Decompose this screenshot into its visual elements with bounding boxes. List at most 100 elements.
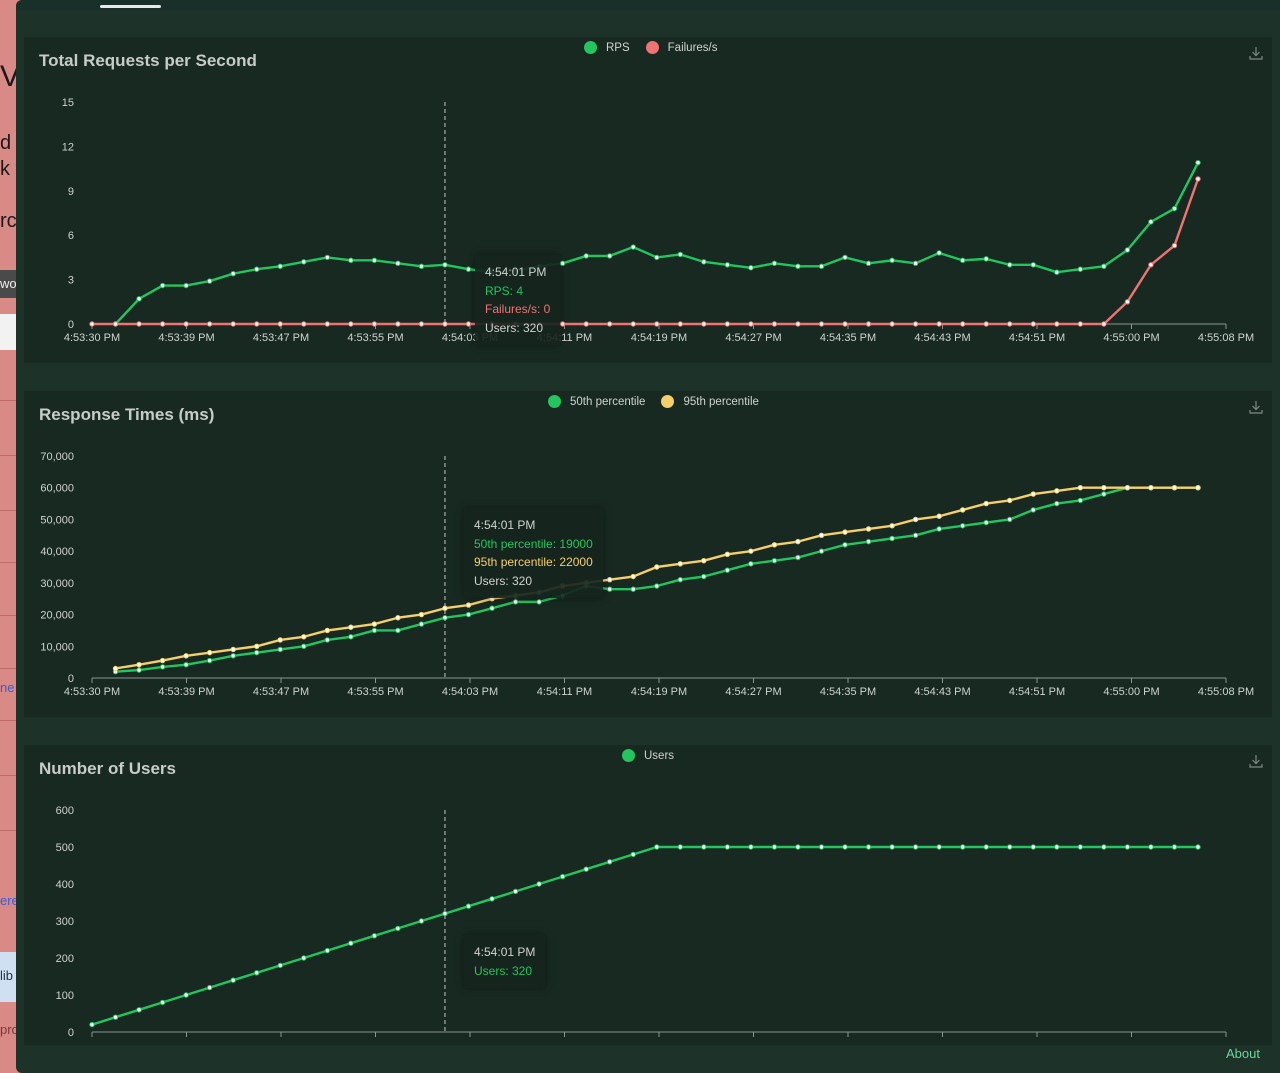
- x-tick-label: 4:54:19 PM: [631, 686, 687, 698]
- data-point: [630, 851, 636, 858]
- data-point: [159, 282, 166, 289]
- download-icon[interactable]: [1248, 45, 1264, 61]
- y-tick-label: 400: [56, 879, 74, 891]
- active-tab-indicator: [100, 5, 161, 8]
- rps-chart[interactable]: 0 3 6 9 12 15 4:53:30 PM 4:53:39 PM 4:53:47 PM 4:…: [24, 37, 1272, 363]
- divider: [0, 400, 16, 401]
- tooltip-line: 95th percentile: 22000: [474, 555, 593, 569]
- data-point: [489, 605, 495, 611]
- y-tick-label: 40,000: [40, 546, 74, 558]
- data-point: [1077, 321, 1084, 327]
- data-point: [959, 321, 966, 327]
- data-point: [607, 859, 613, 865]
- data-point: [1148, 485, 1154, 491]
- data-point: [136, 667, 142, 673]
- legend-item-p50[interactable]: 50th percentile: [548, 395, 645, 408]
- data-point: [795, 844, 801, 850]
- data-point: [1124, 247, 1131, 253]
- tab-bar: [16, 0, 1280, 10]
- response-times-chart[interactable]: 0 10,000 20,000 30,000 40,000 50,000 60,000 70,…: [24, 391, 1272, 717]
- background-text: d c: [0, 132, 16, 154]
- data-point: [607, 253, 613, 259]
- data-point: [607, 321, 613, 327]
- data-point: [1171, 844, 1178, 850]
- x-tick-label: 4:54:43 PM: [914, 332, 970, 344]
- data-point: [324, 627, 331, 634]
- divider: [0, 510, 16, 511]
- download-icon[interactable]: [1248, 399, 1264, 415]
- chart-tooltip: 4:54:01 PM Users: 320: [464, 935, 546, 988]
- legend-item-rps[interactable]: RPS: [584, 41, 630, 54]
- download-icon[interactable]: [1248, 753, 1264, 769]
- x-tick-label: 4:53:30 PM: [64, 332, 120, 344]
- data-point: [301, 634, 307, 640]
- data-point: [1077, 266, 1084, 272]
- data-point: [183, 321, 189, 327]
- data-point: [1030, 321, 1036, 327]
- data-point: [536, 881, 542, 887]
- x-tick-label: 4:54:27 PM: [725, 332, 781, 344]
- chart-title: Response Times (ms): [39, 405, 215, 424]
- legend-label: Users: [644, 749, 675, 762]
- data-point: [1171, 485, 1178, 491]
- data-point: [230, 321, 236, 327]
- y-tick-label: 200: [56, 953, 74, 965]
- x-tick-label: 4:54:35 PM: [820, 332, 876, 344]
- data-point: [1030, 262, 1036, 268]
- background-select: wo: [0, 270, 16, 298]
- data-point: [254, 321, 260, 327]
- x-tick-label: 4:53:47 PM: [253, 332, 309, 344]
- about-link[interactable]: About: [1226, 1046, 1260, 1061]
- data-point: [442, 615, 448, 621]
- data-point: [748, 265, 754, 271]
- x-tick-label: 4:54:19 PM: [631, 332, 687, 344]
- legend-item-p95[interactable]: 95th percentile: [661, 395, 759, 408]
- data-point: [701, 259, 707, 265]
- chart-tooltip: 4:54:01 PM RPS: 4 Failures/s: 0 Users: 3…: [475, 255, 561, 345]
- data-point: [183, 661, 189, 668]
- data-point: [371, 627, 378, 634]
- data-point: [1101, 485, 1107, 491]
- data-point: [842, 542, 848, 548]
- legend-item-failures[interactable]: Failures/s: [645, 41, 718, 54]
- users-chart[interactable]: 0 100 200 300 400 500 600: [24, 745, 1272, 1045]
- legend-dot: [548, 395, 561, 408]
- data-point: [112, 1014, 119, 1020]
- data-point: [583, 253, 589, 259]
- data-point: [677, 321, 683, 327]
- data-point: [795, 263, 801, 269]
- data-point: [677, 844, 683, 850]
- chart-tooltip: 4:54:01 PM 50th percentile: 19000 95th p…: [464, 508, 603, 598]
- data-point: [230, 270, 236, 277]
- data-point: [1030, 507, 1036, 513]
- background-page-strip: Vi d c k t rc wo ne ere lib pro: [0, 0, 16, 1073]
- data-point: [230, 653, 236, 659]
- y-tick-label: 0: [68, 319, 74, 331]
- data-point: [1007, 516, 1013, 523]
- data-point: [1007, 497, 1013, 504]
- data-point: [324, 637, 331, 643]
- data-point: [1195, 176, 1201, 182]
- data-point: [512, 888, 519, 895]
- data-point: [89, 321, 95, 327]
- data-point: [159, 664, 166, 670]
- x-tick-label: 4:54:35 PM: [820, 686, 876, 698]
- data-point: [465, 611, 472, 618]
- data-point: [395, 260, 401, 267]
- data-point: [254, 643, 260, 649]
- y-tick-label: 15: [62, 97, 74, 109]
- data-point: [1101, 263, 1107, 269]
- x-tick-label: 4:54:03 PM: [442, 686, 498, 698]
- y-tick-label: 60,000: [40, 483, 74, 495]
- data-point: [748, 548, 754, 554]
- data-point: [583, 321, 589, 327]
- data-point: [348, 634, 354, 640]
- data-point: [1195, 485, 1201, 491]
- data-point: [348, 624, 354, 630]
- data-point: [559, 260, 566, 267]
- data-point: [1077, 844, 1084, 850]
- tooltip-line: Users: 320: [474, 963, 533, 978]
- legend-item-users[interactable]: Users: [622, 749, 674, 762]
- legend-dot: [584, 41, 597, 54]
- data-point: [959, 844, 966, 850]
